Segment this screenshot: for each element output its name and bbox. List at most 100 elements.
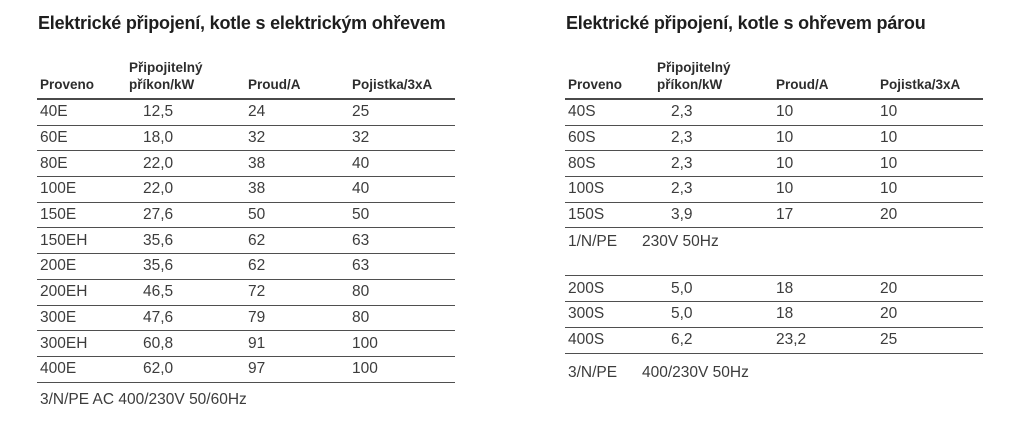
table-row: 60E 18,0 32 32 — [37, 126, 455, 152]
table-row: 100S 2,3 10 10 — [565, 177, 983, 203]
cell-fuse-a: 80 — [352, 283, 370, 301]
cell-model: 300S — [568, 305, 605, 323]
table-row: 80E 22,0 38 40 — [37, 151, 455, 178]
cell-fuse-a: 10 — [880, 180, 898, 198]
cell-current-a: 91 — [248, 334, 266, 352]
right-table-body-2: 200S 5,0 18 20 300S 5,0 18 20 400S 6,2 2… — [565, 276, 983, 354]
cell-model: 200EH — [40, 283, 88, 301]
cell-power-kw: 2,3 — [671, 154, 693, 172]
table-row: 300S 5,0 18 20 — [565, 302, 983, 328]
cell-fuse-a: 63 — [352, 257, 370, 275]
table-row: 300E 47,6 79 80 — [37, 306, 455, 332]
cell-power-kw: 5,0 — [671, 305, 693, 323]
cell-current-a: 50 — [248, 206, 266, 224]
cell-power-kw: 2,3 — [671, 180, 693, 198]
cell-fuse-a: 100 — [352, 360, 378, 378]
cell-power-kw: 18,0 — [143, 129, 174, 147]
cell-current-a: 18 — [776, 279, 794, 297]
left-table-footer: 3/N/PE AC 400/230V 50/60Hz — [40, 390, 247, 408]
cell-current-a: 97 — [248, 360, 266, 378]
cell-power-kw: 60,8 — [143, 334, 174, 352]
table-row: 300EH 60,8 91 100 — [37, 331, 455, 357]
cell-model: 80S — [568, 154, 596, 172]
table-row: 150E 27,6 50 50 — [37, 203, 455, 229]
left-table: Elektrické připojení, kotle s elektrický… — [37, 0, 455, 409]
cell-model: 200S — [568, 279, 605, 297]
cell-fuse-a: 10 — [880, 103, 898, 121]
table-row: 40E 12,5 24 25 — [37, 100, 455, 126]
header-cell-model: Proveno — [568, 77, 623, 92]
cell-power-kw: 5,0 — [671, 279, 693, 297]
table-row: 60S 2,3 10 10 — [565, 126, 983, 152]
cell-power-kw: 47,6 — [143, 308, 174, 326]
header-cell-power-line1: Připojitelný — [129, 60, 203, 75]
cell-power-kw: 22,0 — [143, 154, 174, 172]
header-cell-power: Připojitelný příkon/kW — [129, 59, 248, 98]
header-cell-current: Proud/A — [248, 77, 301, 92]
table-row: 200EH 46,5 72 80 — [37, 280, 455, 306]
left-table-header-row: Proveno Připojitelný příkon/kW Proud/A P… — [37, 34, 455, 100]
cell-current-a: 18 — [776, 305, 794, 323]
cell-model: 400E — [40, 360, 77, 378]
cell-current-a: 38 — [248, 154, 266, 172]
cell-fuse-a: 20 — [880, 305, 898, 323]
table-row: 100E 22,0 38 40 — [37, 177, 455, 203]
table-row: 200E 35,6 62 63 — [37, 254, 455, 280]
cell-power-kw: 3,9 — [671, 206, 693, 224]
table-row: 200S 5,0 18 20 — [565, 276, 983, 303]
cell-power-kw: 35,6 — [143, 257, 174, 275]
cell-current-a: 38 — [248, 180, 266, 198]
cell-model: 150E — [40, 206, 77, 224]
cell-model: 100E — [40, 180, 77, 198]
cell-fuse-a: 20 — [880, 206, 898, 224]
cell-model: 200E — [40, 257, 77, 275]
cell-current-a: 62 — [248, 231, 266, 249]
cell-current-a: 62 — [248, 257, 266, 275]
cell-power-kw: 62,0 — [143, 360, 174, 378]
header-cell-power-line1: Připojitelný — [657, 60, 731, 75]
cell-fuse-a: 100 — [352, 334, 378, 352]
footer-supply-label: 3/N/PE — [568, 363, 618, 381]
cell-model: 300E — [40, 308, 77, 326]
table-row: 40S 2,3 10 10 — [565, 100, 983, 126]
footer-supply-value: 230V 50Hz — [642, 233, 719, 251]
cell-current-a: 17 — [776, 206, 794, 224]
cell-model: 100S — [568, 180, 605, 198]
left-table-body: 40E 12,5 24 25 60E 18,0 32 32 80E 22,0 3… — [37, 100, 455, 383]
cell-current-a: 10 — [776, 180, 794, 198]
cell-model: 60E — [40, 129, 68, 147]
cell-power-kw: 35,6 — [143, 231, 174, 249]
header-cell-fuse: Pojistka/3xA — [880, 77, 961, 92]
cell-current-a: 24 — [248, 103, 266, 121]
section-2-footer: 3/N/PE 400/230V 50Hz — [565, 354, 983, 387]
right-table-header-row: Proveno Připojitelný příkon/kW Proud/A P… — [565, 34, 983, 100]
footer-supply-label: 1/N/PE — [568, 233, 618, 251]
right-table: Elektrické připojení, kotle s ohřevem pá… — [565, 0, 983, 387]
cell-current-a: 10 — [776, 129, 794, 147]
cell-power-kw: 6,2 — [671, 331, 693, 349]
cell-current-a: 32 — [248, 129, 266, 147]
cell-fuse-a: 50 — [352, 206, 370, 224]
cell-fuse-a: 40 — [352, 154, 370, 172]
cell-model: 80E — [40, 154, 68, 172]
right-table-body-1: 40S 2,3 10 10 60S 2,3 10 10 80S 2,3 10 1… — [565, 100, 983, 229]
cell-fuse-a: 25 — [880, 331, 898, 349]
cell-current-a: 23,2 — [776, 331, 807, 349]
cell-current-a: 10 — [776, 154, 794, 172]
table-row: 400E 62,0 97 100 — [37, 357, 455, 383]
right-table-section-2: 200S 5,0 18 20 300S 5,0 18 20 400S 6,2 2… — [565, 275, 983, 386]
cell-model: 60S — [568, 129, 596, 147]
left-table-title: Elektrické připojení, kotle s elektrický… — [38, 13, 446, 33]
cell-fuse-a: 40 — [352, 180, 370, 198]
cell-model: 150EH — [40, 231, 88, 249]
table-row: 400S 6,2 23,2 25 — [565, 328, 983, 354]
cell-power-kw: 27,6 — [143, 206, 174, 224]
footer-supply-value: 400/230V 50Hz — [642, 363, 749, 381]
cell-fuse-a: 63 — [352, 231, 370, 249]
cell-fuse-a: 32 — [352, 129, 370, 147]
header-cell-power-line2: příkon/kW — [657, 77, 723, 92]
section-1-footer: 1/N/PE 230V 50Hz — [565, 228, 983, 256]
cell-fuse-a: 10 — [880, 154, 898, 172]
cell-fuse-a: 20 — [880, 279, 898, 297]
cell-fuse-a: 10 — [880, 129, 898, 147]
